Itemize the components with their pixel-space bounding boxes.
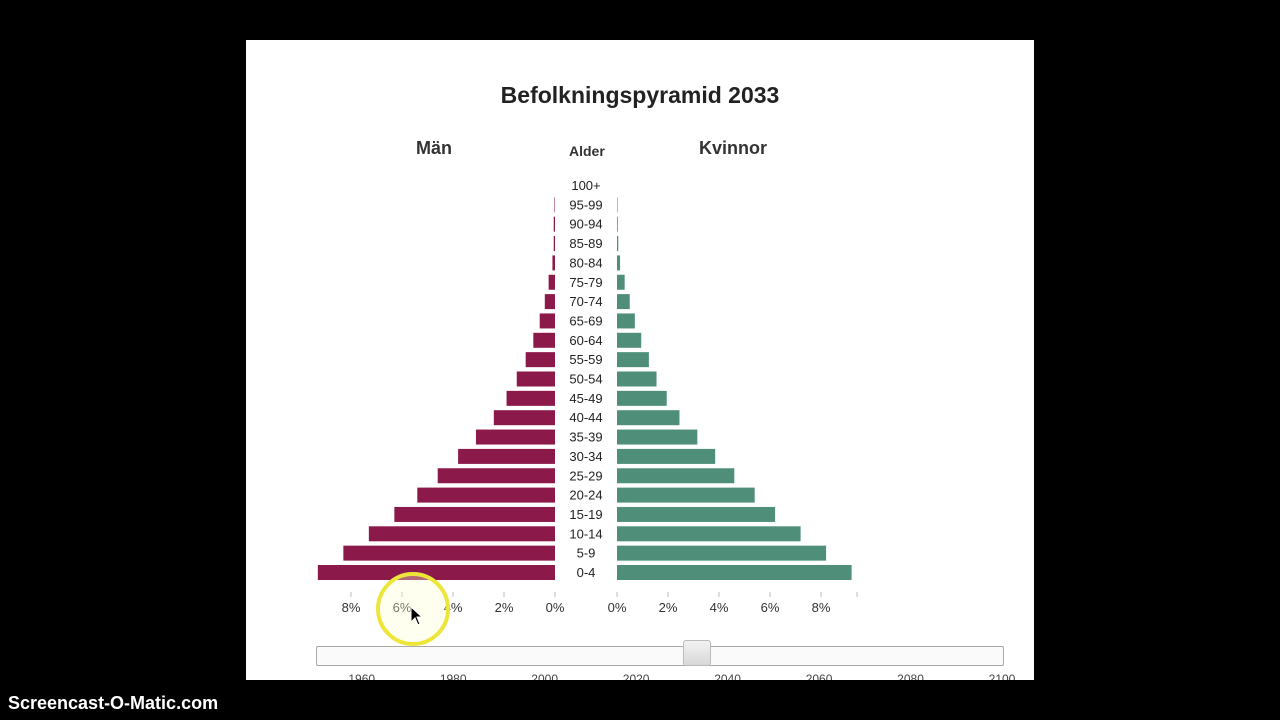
chart-panel: Befolkningspyramid 2033 Män Alder Kvinno… — [246, 40, 1034, 680]
bar-men-20-24 — [417, 487, 555, 503]
year-tick-label: 2040 — [714, 672, 741, 680]
age-label: 90-94 — [569, 217, 602, 232]
age-label: 75-79 — [569, 275, 602, 290]
bar-women-95-99 — [617, 197, 618, 213]
year-tick-label: 2080 — [897, 672, 924, 680]
bar-women-20-24 — [617, 487, 755, 503]
bar-men-75-79 — [548, 274, 555, 290]
age-label: 70-74 — [569, 294, 602, 309]
bar-women-35-39 — [617, 429, 698, 445]
bar-women-10-14 — [617, 526, 801, 542]
x-axis-men: 8% 6% 4% 2% 0% — [342, 592, 565, 615]
bar-men-5-9 — [343, 545, 555, 561]
bar-women-25-29 — [617, 468, 735, 484]
bars-women — [617, 197, 852, 580]
bar-men-35-39 — [475, 429, 555, 445]
bar-men-25-29 — [437, 468, 555, 484]
screencast-watermark: Screencast-O-Matic.com — [8, 693, 219, 713]
bar-men-60-64 — [533, 332, 555, 348]
bar-women-50-54 — [617, 371, 657, 387]
age-labels: 100+ 95-99 90-94 85-89 80-84 75-79 70-74 65-69 6… — [569, 178, 602, 580]
age-label: 30-34 — [569, 449, 602, 464]
bar-women-75-79 — [617, 274, 625, 290]
year-tick-label: 2020 — [622, 672, 650, 680]
age-label: 65-69 — [569, 313, 602, 328]
age-label: 40-44 — [569, 410, 602, 425]
x-tick-label-men: 8% — [342, 600, 361, 615]
bar-men-70-74 — [544, 294, 555, 310]
bar-women-5-9 — [617, 545, 827, 561]
year-tick-label: 2060 — [805, 672, 833, 680]
x-tick-label-women: 0% — [608, 600, 627, 615]
series-label-men: Män — [416, 138, 452, 158]
bar-women-80-84 — [617, 255, 621, 271]
bar-men-90-94 — [553, 216, 555, 232]
age-label: 85-89 — [569, 236, 602, 251]
year-tick-label: 2000 — [531, 672, 558, 680]
age-label: 35-39 — [569, 430, 602, 445]
bar-women-40-44 — [617, 410, 680, 426]
bar-women-0-4 — [617, 565, 852, 580]
bar-men-15-19 — [394, 506, 555, 522]
age-label: 45-49 — [569, 391, 602, 406]
bar-men-0-4 — [317, 565, 555, 580]
bar-men-30-34 — [458, 448, 555, 464]
age-label: 10-14 — [569, 526, 602, 541]
age-label: 95-99 — [569, 197, 602, 212]
arrow-pointer-icon — [410, 606, 424, 626]
age-label: 0-4 — [577, 565, 596, 580]
bar-men-40-44 — [493, 410, 555, 426]
x-tick-label-men: 2% — [495, 600, 514, 615]
year-slider-handle[interactable] — [682, 640, 711, 666]
year-tick-label: 2100 — [988, 672, 1016, 680]
age-label: 15-19 — [569, 507, 602, 522]
bar-women-55-59 — [617, 352, 649, 368]
bar-women-65-69 — [617, 313, 635, 329]
bars-men — [317, 197, 555, 580]
age-label: 80-84 — [569, 255, 602, 270]
age-label: 100+ — [571, 178, 600, 193]
bar-men-80-84 — [552, 255, 555, 271]
bar-men-65-69 — [539, 313, 555, 329]
bar-men-50-54 — [516, 371, 555, 387]
age-label: 25-29 — [569, 468, 602, 483]
bar-men-55-59 — [525, 352, 555, 368]
age-label: 60-64 — [569, 333, 602, 348]
age-label: 55-59 — [569, 352, 602, 367]
bar-men-95-99 — [554, 197, 555, 213]
series-label-women: Kvinnor — [699, 138, 768, 158]
bar-men-45-49 — [506, 390, 555, 406]
x-axis-women: 0% 2% 4% 6% 8% — [608, 592, 858, 615]
year-tick-label: 1980 — [439, 672, 467, 680]
year-slider-track[interactable] — [316, 646, 1004, 666]
chart-title: Befolkningspyramid 2033 — [500, 82, 780, 108]
age-column-header: Alder — [569, 143, 605, 159]
x-tick-label-women: 4% — [710, 600, 729, 615]
x-tick-label-women: 2% — [659, 600, 678, 615]
x-tick-label-women: 8% — [812, 600, 831, 615]
bar-women-60-64 — [617, 332, 642, 348]
bar-women-45-49 — [617, 390, 667, 406]
bar-women-70-74 — [617, 294, 630, 310]
bar-men-10-14 — [368, 526, 555, 542]
year-tick-label: 1960 — [348, 672, 376, 680]
x-tick-label-women: 6% — [761, 600, 780, 615]
age-label: 50-54 — [569, 372, 602, 387]
x-tick-label-men: 0% — [546, 600, 565, 615]
bar-women-30-34 — [617, 448, 716, 464]
bar-women-85-89 — [617, 236, 619, 252]
bar-women-15-19 — [617, 506, 776, 522]
age-label: 20-24 — [569, 488, 602, 503]
population-pyramid: 100+ 95-99 90-94 85-89 80-84 75-79 70-74 65-69 6… — [317, 178, 858, 615]
bar-men-85-89 — [553, 236, 555, 252]
age-label: 5-9 — [577, 546, 596, 561]
bar-women-90-94 — [617, 216, 618, 232]
